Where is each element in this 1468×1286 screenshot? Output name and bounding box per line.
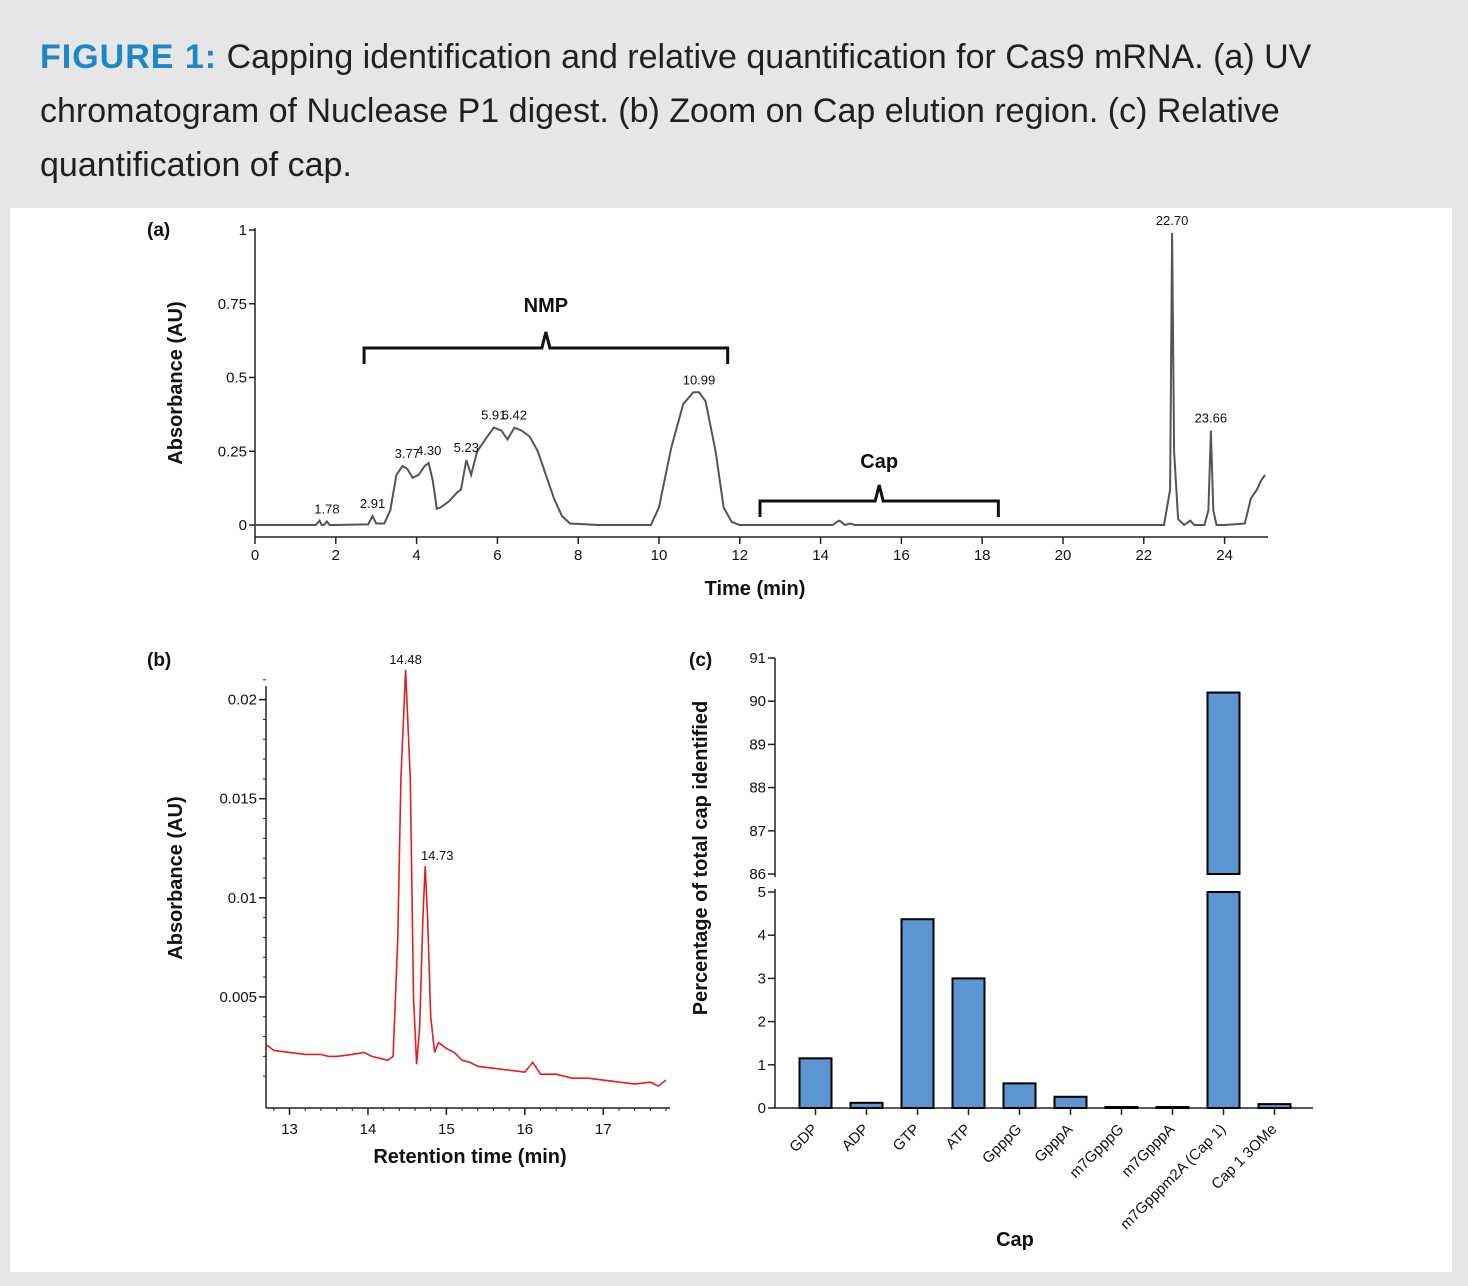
panel-a-x-label: Time (min) <box>705 578 806 600</box>
panel-a-x-tick-label: 24 <box>1216 547 1233 564</box>
panel-c-category-label: GTP <box>889 1121 923 1155</box>
panel-a-peak-label: 22.70 <box>1156 213 1189 228</box>
panel-c-bar <box>1002 1082 1037 1109</box>
panel-c-category-label: ADP <box>838 1121 872 1155</box>
panel-b-x-tick-label: 13 <box>281 1121 298 1138</box>
panel-a-cap-bracket <box>758 484 1000 517</box>
panel-c-x-label: Cap <box>996 1229 1034 1251</box>
panel-a-peak-label: 6.42 <box>502 408 527 423</box>
panel-c-bar <box>1206 891 1241 1109</box>
panel-c-y-tick-label: 91 <box>749 650 766 667</box>
panel-a-x-tick-label: 8 <box>574 547 582 564</box>
panel-c-bar <box>1053 1095 1088 1110</box>
panel-c-y-label: Percentage of total cap identified <box>690 701 712 1016</box>
panel-c-y-tick-label: 87 <box>749 823 766 840</box>
panel-b-y-tick-label: 0.01 <box>228 890 257 907</box>
panel-a-x-tick-label: 12 <box>731 547 748 564</box>
panel-c-y-tick-label: 5 <box>758 884 766 901</box>
panel-b-label: (b) <box>147 650 171 671</box>
panel-a-trace <box>255 232 1266 527</box>
panel-c-category-label: GpppA <box>1031 1121 1076 1166</box>
panel-a-x-tick-label: 10 <box>651 547 668 564</box>
panel-a-x-tick-label: 18 <box>974 547 991 564</box>
panel-a-cap-label: Cap <box>860 451 898 473</box>
panel-a-y-tick-label: 0.5 <box>226 370 247 387</box>
panel-b-x-tick-label: 14 <box>360 1121 377 1138</box>
panel-c-y-tick-label: 88 <box>749 780 766 797</box>
panel-a-y-tick-label: 0.25 <box>218 443 247 460</box>
panel-a-y-tick-label: 1 <box>239 222 247 239</box>
panel-b-peak-label: 14.48 <box>389 652 422 667</box>
panel-a-label: (a) <box>147 220 170 241</box>
figure-label: FIGURE 1: <box>40 38 218 76</box>
panel-c-category-label: GpppG <box>979 1121 1025 1167</box>
panel-c-y-tick-label: 2 <box>758 1014 766 1031</box>
panel-b-x-label: Retention time (min) <box>373 1146 566 1168</box>
panel-c-axis-break-gap <box>1204 875 1243 891</box>
panel-c-y-tick-label: 86 <box>749 866 766 883</box>
panel-a-peak-label: 5.91 <box>481 408 506 423</box>
panel-c-bar <box>900 918 935 1109</box>
panel-c-category-label: m7GpppG <box>1066 1121 1127 1182</box>
panel-c-category-label: ATP <box>942 1121 974 1153</box>
panel-c-bar <box>849 1101 884 1109</box>
panel-b-x-tick-label: 16 <box>516 1121 533 1138</box>
panel-a-x-tick-label: 4 <box>412 547 420 564</box>
panel-c-bar <box>951 977 986 1110</box>
panel-a-peak-label: 3.77 <box>395 446 420 461</box>
panel-a-nmp-bracket <box>362 331 730 364</box>
panel-b-trace <box>265 669 667 1088</box>
panel-b-y-tick-label: 0.015 <box>219 791 257 808</box>
panel-a-peak-label: 10.99 <box>683 372 716 387</box>
panel-c-y-tick-label: 89 <box>749 736 766 753</box>
panel-a-x-tick-label: 2 <box>332 547 340 564</box>
figure-panel: (a) 0 0.25 0.5 0.75 1 0 2 4 6 8 10 12 14 16 18 20 22 24 Tim… <box>10 208 1452 1272</box>
panel-a-nmp-label: NMP <box>524 295 568 317</box>
panel-c-category-label: GDP <box>786 1121 821 1156</box>
panel-c-bar <box>1206 691 1241 875</box>
panel-a-x-tick-label: 20 <box>1055 547 1072 564</box>
panel-c-y-tick-label: 0 <box>758 1100 766 1117</box>
panel-a-peak-label: 2.91 <box>360 496 385 511</box>
panel-c-y-tick-label: 90 <box>749 693 766 710</box>
panel-a-y-tick-label: 0 <box>239 517 247 534</box>
panel-a-x-tick-label: 16 <box>893 547 910 564</box>
panel-b-x-tick-label: 15 <box>438 1121 455 1138</box>
panel-b-peak-label: 14.73 <box>421 848 454 863</box>
panel-a-x-tick-label: 22 <box>1135 547 1152 564</box>
panel-a-peak-label: 4.30 <box>416 443 441 458</box>
panel-b-x-tick-label: 17 <box>595 1121 612 1138</box>
panel-a-x-tick-label: 6 <box>493 547 501 564</box>
panel-b-y-tick-label: 0.005 <box>219 989 257 1006</box>
panel-a-y-label: Absorbance (AU) <box>165 301 187 464</box>
caption-text: Capping identification and relative quan… <box>40 38 1312 184</box>
panel-c-y-tick-label: 3 <box>758 970 766 987</box>
panel-c-bar <box>798 1057 833 1110</box>
panel-a-x-tick-label: 0 <box>251 547 259 564</box>
figure-caption: FIGURE 1: Capping identification and rel… <box>40 30 1440 192</box>
panel-a-y-tick-label: 0.75 <box>218 296 247 313</box>
panel-c-y-tick-label: 4 <box>758 927 766 944</box>
panel-a-peak-label: 1.78 <box>314 501 339 516</box>
panel-a-peak-label: 23.66 <box>1195 411 1228 426</box>
panel-c-label: (c) <box>689 650 712 671</box>
panel-c-bar <box>1104 1106 1139 1109</box>
panel-b-y-label: Absorbance (AU) <box>165 796 187 959</box>
panel-c-bar <box>1257 1103 1292 1109</box>
panel-a-x-tick-label: 14 <box>812 547 829 564</box>
panel-c-bar <box>1155 1106 1190 1109</box>
panel-c-y-tick-label: 1 <box>758 1057 766 1074</box>
panel-b-y-tick-label: 0.02 <box>228 692 257 709</box>
panel-a-peak-label: 5.23 <box>454 440 479 455</box>
